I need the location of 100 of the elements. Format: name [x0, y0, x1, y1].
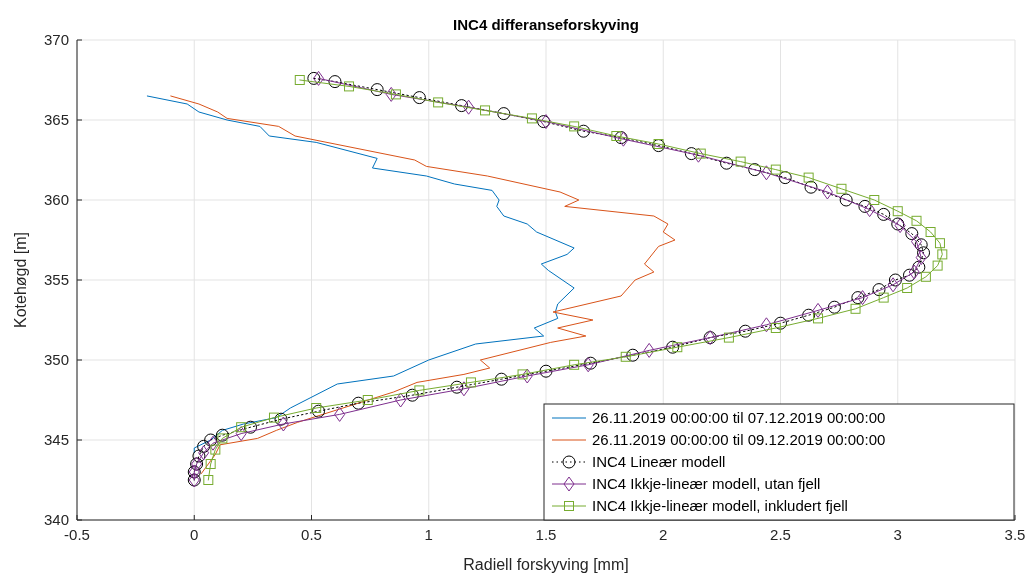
point	[235, 426, 247, 442]
point	[450, 380, 464, 394]
point	[821, 184, 833, 200]
point	[892, 206, 903, 217]
point	[813, 313, 824, 324]
point	[827, 300, 841, 314]
y-tick-label: 370	[43, 31, 69, 48]
legend-label: 26.11.2019 00:00:00 til 09.12.2019 00:00:00	[592, 431, 886, 448]
point	[804, 180, 818, 194]
point	[839, 193, 853, 207]
point	[770, 164, 781, 175]
point	[760, 165, 772, 181]
point	[204, 433, 218, 447]
x-tick-label: 2.5	[770, 526, 791, 543]
point	[851, 291, 865, 305]
point	[770, 323, 781, 333]
y-axis-title: Kotehøgd [m]	[12, 231, 29, 329]
chart-title: INC4 differanseforskyving	[453, 16, 639, 33]
point	[869, 195, 880, 205]
point	[912, 260, 926, 274]
point	[888, 273, 902, 287]
point	[351, 396, 365, 410]
x-tick-label: 0	[190, 526, 199, 543]
point	[760, 317, 772, 333]
point	[344, 81, 355, 92]
point	[748, 163, 762, 177]
point	[414, 385, 425, 396]
point	[217, 433, 228, 444]
point	[433, 97, 444, 108]
point	[205, 459, 216, 469]
point	[643, 342, 655, 358]
legend-label: INC4 Ikkje-lineær modell, utan fjell	[592, 475, 821, 492]
point	[294, 75, 305, 85]
point	[465, 377, 476, 388]
y-tick-label: 340	[43, 511, 69, 528]
point	[937, 249, 948, 260]
point	[902, 283, 913, 293]
y-tick-label: 350	[43, 351, 69, 368]
point	[197, 439, 211, 453]
point	[920, 271, 931, 282]
point	[455, 99, 469, 113]
point	[412, 91, 426, 105]
x-tick-label: 3.5	[1004, 526, 1026, 543]
point	[684, 147, 698, 161]
point	[517, 369, 528, 380]
x-tick-label: 3	[893, 526, 902, 543]
point	[236, 422, 247, 433]
point	[905, 227, 919, 241]
point	[812, 302, 824, 318]
point	[878, 292, 889, 303]
legend-label: 26.11.2019 00:00:00 til 07.12.2019 00:00:00	[592, 409, 886, 426]
point	[720, 156, 734, 170]
point	[311, 403, 322, 413]
point	[463, 99, 475, 115]
point	[582, 357, 594, 373]
point	[836, 183, 847, 194]
point	[858, 199, 872, 213]
point	[277, 416, 289, 432]
point	[390, 89, 401, 100]
x-tick-label: 0.5	[301, 526, 322, 543]
x-tick-label: 1	[424, 526, 433, 543]
point	[313, 70, 325, 86]
point	[802, 308, 816, 322]
x-axis-title: Radiell forskyving [mm]	[463, 556, 629, 573]
point	[192, 449, 206, 463]
point	[210, 444, 221, 455]
y-tick-label: 345	[43, 431, 69, 448]
point	[692, 147, 704, 163]
point	[908, 264, 920, 280]
point	[723, 332, 734, 343]
point	[695, 148, 706, 159]
point	[672, 342, 683, 353]
point	[653, 139, 664, 149]
point	[877, 207, 891, 221]
point	[932, 260, 943, 271]
point	[850, 303, 861, 314]
point	[666, 340, 680, 354]
point	[915, 250, 927, 266]
point	[914, 238, 928, 252]
point	[307, 71, 321, 85]
point	[198, 445, 210, 461]
point	[857, 290, 869, 306]
point	[917, 246, 931, 260]
point	[274, 412, 288, 426]
y-tick-label: 360	[43, 191, 69, 208]
point	[215, 428, 229, 442]
point	[207, 435, 219, 451]
legend-label: INC4 Ikkje-lineær modell, inkludert fjell	[592, 497, 848, 514]
y-tick-label: 355	[43, 271, 69, 288]
point	[526, 113, 537, 124]
point	[778, 171, 792, 185]
point	[244, 420, 258, 434]
point	[458, 381, 470, 397]
point	[480, 105, 491, 116]
point	[902, 268, 916, 282]
point	[887, 277, 899, 293]
point	[370, 83, 384, 97]
x-tick-label: 1.5	[535, 526, 557, 543]
point	[911, 215, 922, 226]
point	[405, 388, 419, 402]
